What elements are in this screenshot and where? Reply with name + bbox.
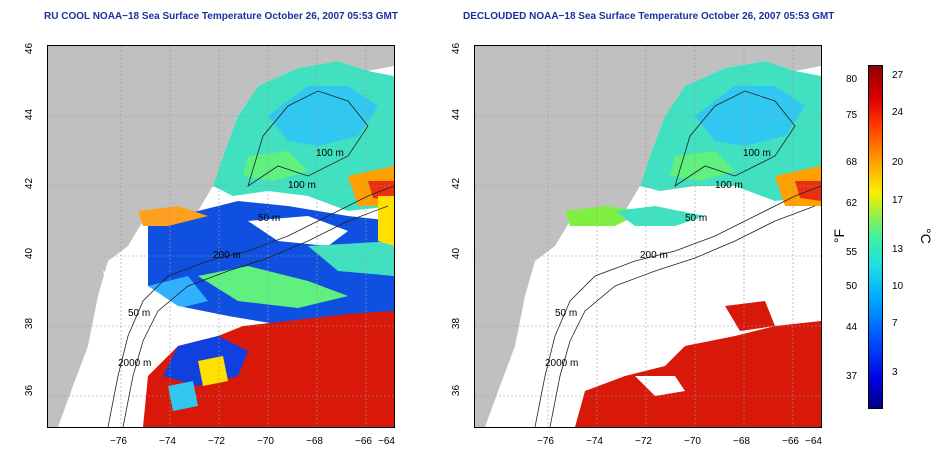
celsius-tick: 20 — [892, 157, 904, 168]
right-map-graphic: 100 m 100 m 50 m 200 m 50 m 2000 m — [475, 46, 821, 427]
fahrenheit-tick: 55 — [846, 247, 858, 258]
contour-label: 100 m — [288, 180, 316, 191]
x-tick-label: −68 — [733, 436, 750, 447]
contour-label: 100 m — [715, 180, 743, 191]
x-tick-label: −74 — [159, 436, 176, 447]
fahrenheit-tick: 75 — [846, 110, 858, 121]
y-tick-label: 36 — [24, 384, 36, 397]
y-tick-label: 42 — [24, 177, 36, 190]
y-tick-label: 42 — [451, 177, 463, 190]
x-tick-label: −70 — [257, 436, 274, 447]
y-tick-label: 46 — [24, 42, 36, 55]
y-tick-label: 40 — [24, 247, 36, 260]
left-map-title: RU COOL NOAA−18 Sea Surface Temperature … — [44, 11, 398, 22]
x-tick-label: −66 — [355, 436, 372, 447]
celsius-tick: 24 — [892, 107, 904, 118]
fahrenheit-tick: 50 — [846, 281, 858, 292]
x-tick-label: −68 — [306, 436, 323, 447]
contour-label: 50 m — [555, 308, 577, 319]
y-tick-label: 40 — [451, 247, 463, 260]
y-tick-label: 46 — [451, 42, 463, 55]
temperature-colorbar — [868, 65, 883, 409]
y-tick-label: 44 — [451, 108, 463, 121]
celsius-tick: 10 — [892, 281, 904, 292]
gulf-stream-warm — [575, 321, 821, 427]
left-map-graphic: 100 m 100 m 50 m 200 m 50 m 2000 m — [48, 46, 394, 427]
contour-label: 50 m — [258, 213, 280, 224]
y-tick-label: 38 — [451, 317, 463, 330]
y-tick-label: 44 — [24, 108, 36, 121]
contour-label: 50 m — [128, 308, 150, 319]
contour-label: 100 m — [316, 148, 344, 159]
x-tick-label: −70 — [684, 436, 701, 447]
contour-label: 100 m — [743, 148, 771, 159]
fahrenheit-tick: 68 — [846, 157, 858, 168]
contour-label: 50 m — [685, 213, 707, 224]
celsius-unit-label: °C — [917, 228, 934, 244]
x-tick-label: −64 — [805, 436, 822, 447]
contour-label: 2000 m — [118, 358, 151, 369]
right-sst-map: 100 m 100 m 50 m 200 m 50 m 2000 m — [474, 45, 822, 428]
y-tick-label: 36 — [451, 384, 463, 397]
x-tick-label: −64 — [378, 436, 395, 447]
left-sst-map: 100 m 100 m 50 m 200 m 50 m 2000 m — [47, 45, 395, 428]
land-mass — [48, 46, 394, 427]
celsius-tick: 17 — [892, 195, 904, 206]
celsius-tick: 7 — [892, 318, 898, 329]
x-tick-label: −74 — [586, 436, 603, 447]
right-map-title: DECLOUDED NOAA−18 Sea Surface Temperatur… — [463, 11, 835, 22]
contour-label: 2000 m — [545, 358, 578, 369]
x-tick-label: −76 — [537, 436, 554, 447]
fahrenheit-tick: 80 — [846, 74, 858, 85]
fahrenheit-tick: 44 — [846, 322, 858, 333]
land-mass — [475, 46, 821, 427]
fahrenheit-unit-label: °F — [831, 228, 848, 244]
x-tick-label: −72 — [208, 436, 225, 447]
fahrenheit-tick: 62 — [846, 198, 858, 209]
y-tick-label: 38 — [24, 317, 36, 330]
celsius-tick: 3 — [892, 367, 898, 378]
contour-label: 200 m — [640, 250, 668, 261]
fahrenheit-tick: 37 — [846, 371, 858, 382]
x-tick-label: −76 — [110, 436, 127, 447]
x-tick-label: −72 — [635, 436, 652, 447]
celsius-tick: 27 — [892, 70, 904, 81]
celsius-tick: 13 — [892, 244, 904, 255]
x-tick-label: −66 — [782, 436, 799, 447]
contour-label: 200 m — [213, 250, 241, 261]
